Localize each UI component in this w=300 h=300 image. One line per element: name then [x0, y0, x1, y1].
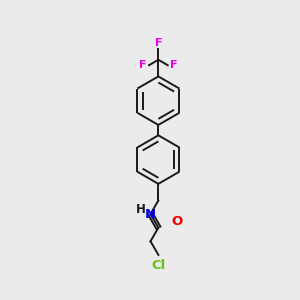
- Text: F: F: [154, 38, 162, 48]
- Text: Cl: Cl: [152, 259, 166, 272]
- Text: H: H: [136, 203, 146, 216]
- Text: O: O: [172, 215, 183, 228]
- Text: F: F: [139, 60, 147, 70]
- Text: F: F: [170, 60, 178, 70]
- Text: N: N: [145, 208, 156, 220]
